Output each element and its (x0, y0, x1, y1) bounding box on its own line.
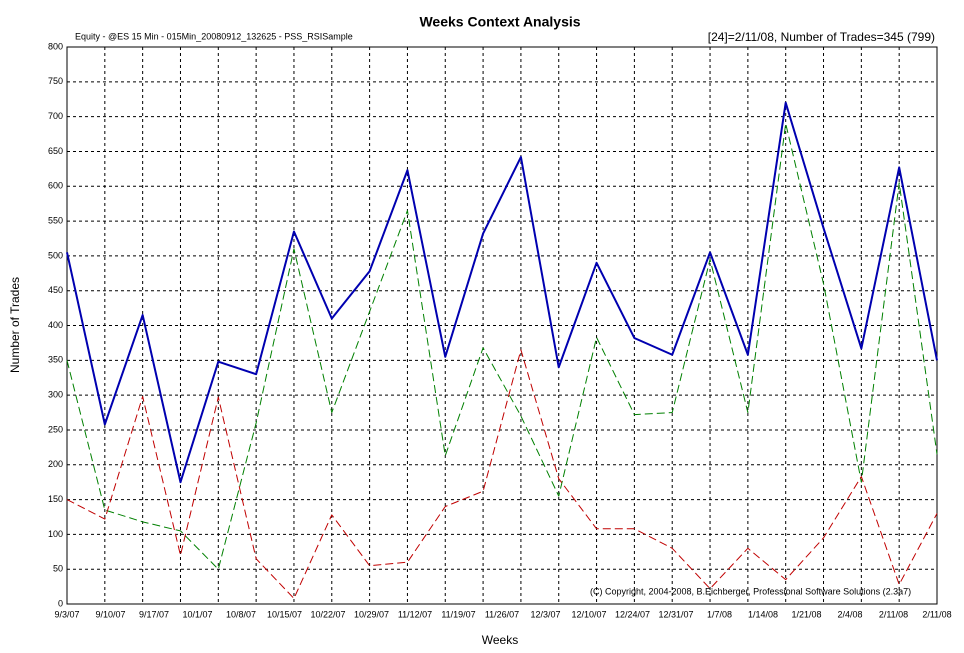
copyright: (C) Copyright, 2004-2008, B.Eichberger, … (590, 586, 911, 596)
y-tick-label: 0 (58, 598, 63, 608)
x-tick-label: 2/11/08 (879, 609, 908, 619)
x-tick-label: 9/10/07 (95, 609, 125, 619)
x-tick-label: 1/7/08 (707, 609, 732, 619)
chart-info: [24]=2/11/08, Number of Trades=345 (799) (708, 30, 935, 44)
chart-subtitle: Equity - @ES 15 Min - 015Min_20080912_13… (75, 31, 353, 41)
x-tick-label: 2/4/08 (837, 609, 862, 619)
x-tick-label: 10/1/07 (182, 609, 212, 619)
y-tick-label: 250 (48, 424, 63, 434)
x-tick-label: 11/19/07 (441, 609, 475, 619)
y-tick-label: 400 (48, 320, 63, 330)
x-tick-label: 9/3/07 (54, 609, 79, 619)
plot-frame (66, 46, 938, 605)
x-tick-label: 11/26/07 (485, 609, 519, 619)
x-tick-label: 10/22/07 (310, 609, 345, 619)
x-tick-label: 10/29/07 (354, 609, 389, 619)
x-tick-label: 11/12/07 (398, 609, 432, 619)
series-line (66, 101, 938, 484)
x-tick-label: 1/21/08 (791, 609, 821, 619)
chart-title: Weeks Context Analysis (419, 14, 580, 30)
series-line (66, 349, 938, 599)
y-tick-label: 300 (48, 390, 63, 400)
y-tick-label: 100 (48, 529, 63, 539)
y-tick-label: 200 (48, 459, 63, 469)
y-tick-label: 350 (48, 355, 63, 365)
y-tick-label: 550 (48, 215, 63, 225)
x-tick-label: 1/14/08 (748, 609, 778, 619)
x-tick-label: 10/8/07 (226, 609, 256, 619)
x-tick-label: 12/10/07 (571, 609, 606, 619)
x-tick-label: 12/3/07 (530, 609, 560, 619)
series-line (66, 123, 938, 570)
x-tick-label: 12/31/07 (658, 609, 693, 619)
y-tick-label: 500 (48, 250, 63, 260)
y-tick-label: 750 (48, 76, 63, 86)
x-tick-label: 12/24/07 (615, 609, 650, 619)
x-axis-label: Weeks (482, 633, 518, 647)
y-tick-label: 50 (53, 564, 63, 574)
x-tick-label: 10/15/07 (267, 609, 302, 619)
y-axis-label: Number of Trades (8, 277, 22, 373)
y-tick-label: 600 (48, 181, 63, 191)
y-tick-label: 150 (48, 494, 63, 504)
y-tick-label: 800 (48, 41, 63, 51)
y-tick-label: 700 (48, 111, 63, 121)
x-tick-label: 9/17/07 (139, 609, 169, 619)
y-tick-label: 650 (48, 146, 63, 156)
x-tick-label: 2/11/08 (922, 609, 951, 619)
y-tick-label: 450 (48, 285, 63, 295)
